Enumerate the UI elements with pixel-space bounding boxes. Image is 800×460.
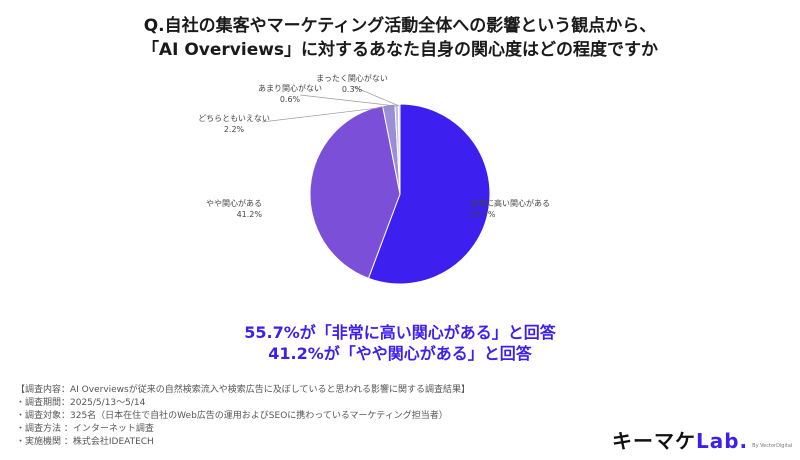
slice-value-4: 0.6% <box>280 95 301 104</box>
slice-label-2: やや関心がある <box>206 198 262 208</box>
leader-line-5 <box>351 85 400 107</box>
logo-wordmark: キーマケLab. <box>612 430 748 452</box>
highlight-line-1: 55.7%が「非常に高い関心がある」と回答 <box>244 323 556 342</box>
footnote-target: ・調査対象：325名（日本在住で自社のWeb広告の運用およびSEOに携わっている… <box>16 411 448 421</box>
slice-label-3: どちらともいえない <box>198 114 270 123</box>
title-line-2: 「AI Overviews」に対するあなた自身の関心度はどの程度ですか <box>141 40 659 60</box>
pie-slice-2 <box>309 105 401 279</box>
slice-value-5: 0.3% <box>342 85 363 94</box>
pie-slice-1 <box>367 103 491 285</box>
highlight-summary: 55.7%が「非常に高い関心がある」と回答 41.2%が「やや関心がある」と回答 <box>0 322 800 364</box>
slice-label-1: 非常に高い関心がある <box>470 198 550 208</box>
footnote-organizer: ・実施機関 ：株式会社IDEATECH <box>16 437 154 447</box>
pie-slice-5 <box>397 103 401 195</box>
slice-value-2: 41.2% <box>237 210 263 219</box>
kimarke-lab-logo: キーマケLab. By VectorDigital <box>612 428 792 452</box>
highlight-line-2: 41.2%が「やや関心がある」と回答 <box>268 344 532 363</box>
logo-byline: By VectorDigital <box>752 443 793 449</box>
slice-label-5: まったく関心がない <box>316 73 388 83</box>
chart-title: Q.自社の集客やマーケティング活動全体への影響という観点から、 「AI Over… <box>0 14 800 62</box>
slice-label-4: あまり関心がない <box>258 83 322 93</box>
slice-value-3: 2.2% <box>224 125 245 134</box>
slice-value-1: 55.7% <box>470 210 496 219</box>
footnote-period: ・調査期間：2025/5/13〜5/14 <box>16 398 146 408</box>
leader-line-4 <box>299 94 397 107</box>
pie-chart: 非常に高い関心がある 55.7% やや関心がある 41.2% どちらともいえない 2.2%… <box>198 73 550 285</box>
leader-line-3 <box>261 106 390 123</box>
footnote-method: ・調査方法 ：インターネット調査 <box>16 424 154 434</box>
survey-footnotes: 【調査内容：AI Overviewsが従来の自然検索流入や検索広告に及ぼしている… <box>16 384 470 449</box>
logo-accent: Lab. <box>696 429 749 453</box>
title-line-1: Q.自社の集客やマーケティング活動全体への影響という観点から、 <box>143 16 657 36</box>
logo-main: キーマケ <box>612 429 696 453</box>
footnote-content: 【調査内容：AI Overviewsが従来の自然検索流入や検索広告に及ぼしている… <box>16 385 471 395</box>
